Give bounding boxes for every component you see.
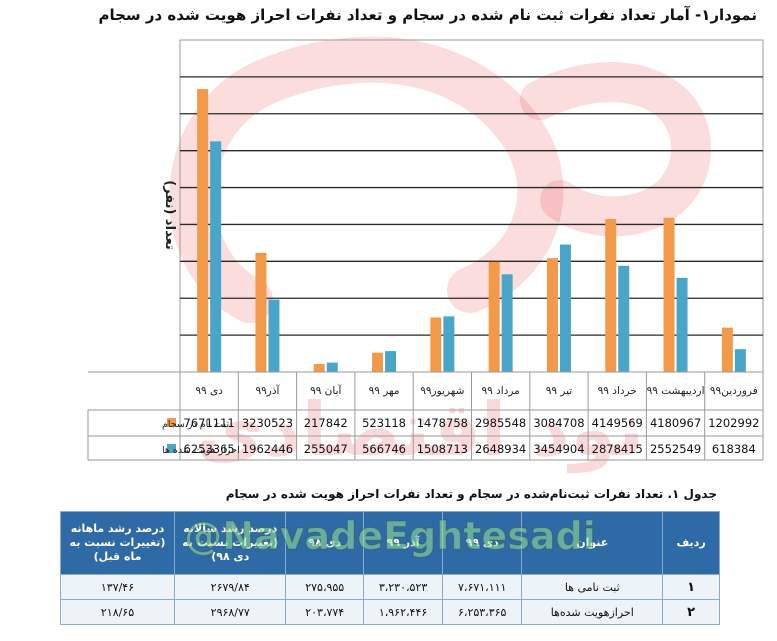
data-label: 3084708 [533, 416, 584, 430]
y-axis-label: تعداد (نفر) [162, 180, 177, 250]
bar-verified [443, 316, 455, 372]
table-cell: احرازهویت شده‌ها [521, 599, 664, 625]
watermark-arc [520, 62, 711, 237]
bar-verified [618, 265, 630, 372]
bar-registered [430, 317, 442, 372]
bar-verified [326, 362, 338, 372]
data-label: 4149569 [592, 416, 643, 430]
chart-bars [197, 89, 746, 372]
bar-registered [605, 218, 617, 372]
data-label: 1508713 [417, 442, 468, 456]
table-row: ۲ احرازهویت شده‌ها ۶،۲۵۳،۳۶۵ ۱،۹۶۲،۴۴۶ ۲… [60, 599, 720, 625]
category-label: مرداد ۹۹ [481, 385, 519, 397]
chart-data-table: دی ۹۹ آذر۹۹ آبان ۹۹ مهر ۹۹ شهریور۹۹ مرداد ۹۹ ت… [87, 371, 763, 461]
bar-verified [268, 299, 280, 372]
category-label: دی ۹۹ [195, 385, 223, 397]
data-label: 6253365 [184, 442, 235, 456]
col-header-dey98: دی ۹۸ [285, 511, 364, 575]
data-label: 2985548 [475, 416, 526, 430]
bar-registered [197, 89, 209, 372]
data-label: 4180967 [650, 416, 701, 430]
table-cell: ۲ [662, 599, 720, 625]
data-label: 217842 [304, 416, 348, 430]
data-label: 255047 [304, 442, 348, 456]
bar-verified [559, 244, 571, 372]
category-label: مهر ۹۹ [369, 385, 400, 397]
category-label: آبان ۹۹ [310, 384, 342, 397]
bar-verified [385, 351, 397, 372]
table-cell: ۲۶۷۹/۸۴ [173, 574, 287, 600]
table-cell: ۲۹۶۸/۷۷ [173, 599, 287, 625]
bar-registered [255, 252, 267, 372]
legend-swatch [167, 418, 176, 427]
data-label: 2552549 [650, 442, 701, 456]
data-label: 566746 [362, 442, 406, 456]
data-label: 523118 [362, 416, 406, 430]
bar-registered [313, 363, 325, 372]
table-cell: ۱ [662, 574, 720, 600]
data-label: 2648934 [475, 442, 526, 456]
data-label: 2878415 [592, 442, 643, 456]
bar-verified [734, 349, 746, 372]
table-row: ۱ ثبت نامی ها ۷،۶۷۱،۱۱۱ ۳،۲۳۰،۵۲۳ ۲۷۵،۹۵… [60, 574, 720, 600]
table-cell: ۱،۹۶۲،۴۴۶ [362, 599, 444, 625]
bar-registered [372, 352, 384, 372]
data-label: 1962446 [242, 442, 293, 456]
chart-title: نمودار۱- آمار تعداد نفرات ثبت نام شده در… [98, 6, 757, 24]
table-cell: ۶،۲۵۳،۳۶۵ [442, 599, 523, 625]
table-cell: ۲۷۵،۹۵۵ [285, 574, 364, 600]
category-label: خرداد ۹۹ [598, 385, 637, 397]
col-header-row-num: ردیف [662, 511, 720, 575]
bar-registered [721, 327, 733, 372]
data-label: 7671111 [184, 416, 235, 430]
bar-registered [546, 258, 558, 372]
table-cell: ۷،۶۷۱،۱۱۱ [442, 574, 523, 600]
bar-registered [488, 261, 500, 372]
category-label: فروردین۹۹ [710, 385, 758, 397]
bar-verified [210, 141, 222, 372]
table-cell: ۲۰۳،۷۷۴ [285, 599, 364, 625]
col-header-monthly-growth: درصد رشد ماهانه (تغییرات نسبت به ماه قبل… [60, 511, 175, 575]
data-label: 1202992 [708, 416, 759, 430]
table-cell: ثبت نامی ها [521, 574, 664, 600]
category-label: اردیبهشت ۹۹ [647, 385, 705, 397]
data-label: 1478758 [417, 416, 468, 430]
col-header-dey99: دی ۹۹ [442, 511, 523, 575]
category-label: تیر ۹۹ [546, 385, 573, 397]
legend-label: احراز هویت شده ها [162, 445, 240, 456]
category-label: آذر۹۹ [255, 384, 280, 397]
bar-verified [501, 274, 513, 372]
watermark-arc [169, 36, 564, 323]
col-header-title: عنوان [521, 511, 664, 575]
table-cell: ۱۳۷/۴۶ [60, 574, 175, 600]
table-cell: ۲۱۸/۶۵ [60, 599, 175, 625]
col-header-azar99: آذر ۹۹ [362, 511, 444, 575]
data-label: 618384 [712, 442, 756, 456]
category-label: شهریور۹۹ [420, 385, 464, 397]
legend-label: ثبت نام در سجام [162, 419, 229, 430]
bar-verified [676, 277, 688, 372]
data-label: 3454904 [533, 442, 584, 456]
watermark-text: نود اقتصادی [196, 387, 644, 474]
col-header-annual-growth: درصد رشد سالانه (تغییرات نسبت به دی ۹۸) [173, 511, 287, 575]
stats-table: ردیف عنوان دی ۹۹ آذر ۹۹ دی ۹۸ درصد رشد س… [60, 511, 720, 625]
bar-registered [663, 217, 675, 372]
table-title: جدول ۱. تعداد نفرات ثبت‌نام‌شده در سجام … [225, 487, 717, 501]
table-cell: ۳،۲۳۰،۵۲۳ [362, 574, 444, 600]
legend-swatch [167, 444, 176, 453]
data-label: 3230523 [242, 416, 293, 430]
